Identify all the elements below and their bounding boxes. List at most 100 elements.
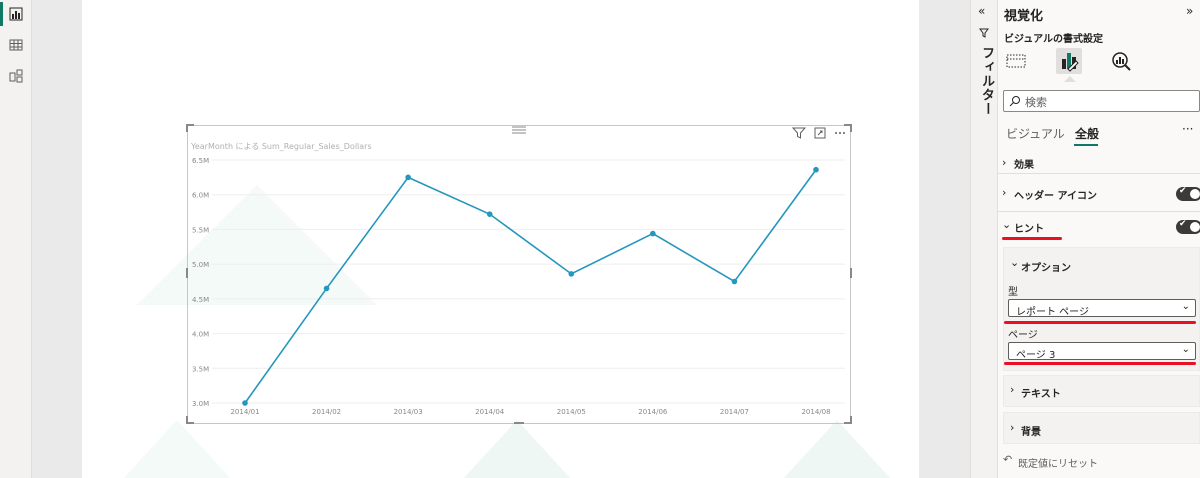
y-tick-label: 5.0M bbox=[192, 261, 209, 269]
x-tick-label: 2014/03 bbox=[394, 408, 423, 416]
x-tick-label: 2014/08 bbox=[801, 408, 830, 416]
y-tick-label: 3.0M bbox=[192, 400, 209, 408]
tooltip-toggle[interactable]: ✔ bbox=[1176, 219, 1200, 234]
chevron-down-icon: ⌄ bbox=[1010, 256, 1020, 269]
chevron-right-icon: › bbox=[1010, 383, 1015, 396]
filters-pane-collapsed[interactable] bbox=[970, 0, 998, 478]
resize-handle[interactable] bbox=[514, 422, 524, 424]
chevron-down-icon: ⌄ bbox=[1181, 301, 1190, 312]
type-dropdown[interactable]: レポート ページ ⌄ bbox=[1008, 299, 1196, 318]
text-section-label: テキスト bbox=[1021, 389, 1061, 400]
page-label: ページ bbox=[1008, 330, 1038, 341]
resize-handle[interactable] bbox=[850, 124, 852, 132]
view-switcher-rail bbox=[0, 0, 32, 478]
options-label[interactable]: オプション bbox=[1021, 263, 1071, 274]
section-header-icons[interactable] bbox=[998, 174, 1200, 212]
y-tick-label: 4.5M bbox=[192, 296, 209, 304]
resize-handle[interactable] bbox=[844, 422, 852, 424]
tab-pointer bbox=[1064, 76, 1076, 82]
focus-mode-icon[interactable] bbox=[814, 127, 826, 139]
data-point bbox=[405, 174, 411, 181]
reset-icon: ↶ bbox=[1003, 453, 1013, 466]
data-point bbox=[486, 211, 493, 217]
background-section-label: 背景 bbox=[1021, 427, 1041, 438]
pane-subtitle: ビジュアルの書式設定 bbox=[1004, 34, 1103, 45]
data-point bbox=[813, 166, 819, 173]
analytics-icon[interactable] bbox=[1110, 50, 1132, 72]
x-tick-label: 2014/05 bbox=[557, 408, 586, 416]
highlight-underline bbox=[1004, 321, 1196, 324]
visual-title: YearMonth による Sum_Regular_Sales_Dollars bbox=[191, 142, 372, 151]
more-options-icon[interactable]: ··· bbox=[1182, 122, 1194, 136]
search-icon bbox=[1009, 96, 1020, 107]
tab-visual[interactable]: ビジュアル bbox=[1006, 127, 1065, 141]
collapse-left-icon[interactable]: « bbox=[978, 4, 986, 18]
resize-handle[interactable] bbox=[186, 124, 194, 126]
highlight-underline bbox=[1002, 237, 1062, 240]
data-point bbox=[731, 278, 738, 285]
page-dropdown-value: ページ 3 bbox=[1016, 350, 1056, 361]
chevron-down-icon: ⌄ bbox=[1181, 344, 1190, 355]
search-placeholder: 検索 bbox=[1025, 96, 1047, 109]
section-header-icons-label: ヘッダー アイコン bbox=[1014, 191, 1097, 202]
report-page bbox=[82, 0, 919, 478]
visual-header bbox=[792, 127, 846, 139]
chevron-down-icon: ⌄ bbox=[1002, 218, 1012, 231]
resize-handle[interactable] bbox=[186, 416, 188, 424]
tab-general[interactable]: 全般 bbox=[1075, 127, 1100, 141]
x-tick-label: 2014/02 bbox=[312, 408, 341, 416]
chevron-right-icon: › bbox=[1002, 156, 1007, 169]
reset-to-default-link[interactable]: 既定値にリセット bbox=[1018, 459, 1098, 470]
y-tick-label: 5.5M bbox=[192, 226, 209, 234]
highlight-underline bbox=[1004, 362, 1196, 365]
data-point bbox=[242, 400, 248, 406]
report-view-icon[interactable] bbox=[8, 6, 24, 22]
data-point bbox=[650, 230, 656, 237]
background-decoration bbox=[122, 420, 232, 478]
section-effects[interactable] bbox=[998, 150, 1200, 174]
filters-label[interactable]: フィルター bbox=[979, 46, 994, 116]
data-view-icon[interactable] bbox=[8, 37, 24, 53]
more-options-icon[interactable] bbox=[834, 127, 846, 139]
filter-icon[interactable] bbox=[792, 127, 806, 139]
y-tick-label: 4.0M bbox=[192, 331, 209, 339]
section-tooltip-label: ヒント bbox=[1014, 224, 1044, 235]
series-line bbox=[244, 169, 817, 404]
resize-handle[interactable] bbox=[186, 124, 188, 132]
background-decoration bbox=[137, 185, 377, 305]
x-tick-label: 2014/07 bbox=[720, 408, 749, 416]
text-card[interactable] bbox=[1003, 375, 1200, 407]
data-point bbox=[323, 285, 330, 292]
resize-handle[interactable] bbox=[850, 268, 852, 278]
y-tick-label: 3.5M bbox=[192, 365, 209, 373]
resize-handle[interactable] bbox=[844, 124, 852, 126]
section-effects-label: 効果 bbox=[1014, 160, 1034, 171]
background-decoration bbox=[462, 420, 572, 478]
data-point bbox=[568, 271, 575, 277]
collapse-right-icon[interactable]: » bbox=[1186, 4, 1194, 18]
x-tick-label: 2014/01 bbox=[230, 408, 259, 416]
drag-grip-icon[interactable] bbox=[512, 126, 526, 134]
background-card[interactable] bbox=[1003, 412, 1200, 444]
active-view-indicator bbox=[0, 2, 3, 26]
resize-handle[interactable] bbox=[186, 422, 194, 424]
header-icons-toggle[interactable]: ✔ bbox=[1176, 186, 1200, 201]
type-label: 型 bbox=[1008, 287, 1018, 298]
resize-handle[interactable] bbox=[186, 268, 188, 278]
format-visual-icon bbox=[1062, 53, 1079, 72]
filter-funnel-icon bbox=[979, 28, 989, 38]
x-tick-label: 2014/06 bbox=[638, 408, 668, 416]
resize-handle[interactable] bbox=[850, 416, 852, 424]
background-decoration bbox=[782, 420, 892, 478]
chevron-right-icon: › bbox=[1010, 421, 1015, 434]
model-view-icon[interactable] bbox=[8, 68, 24, 84]
pane-title: 視覚化 bbox=[1004, 9, 1044, 24]
page-dropdown[interactable]: ページ 3 ⌄ bbox=[1008, 342, 1196, 361]
y-tick-label: 6.5M bbox=[192, 157, 209, 165]
chevron-right-icon: › bbox=[1002, 186, 1007, 199]
y-tick-label: 6.0M bbox=[192, 192, 209, 200]
x-tick-label: 2014/04 bbox=[475, 408, 505, 416]
active-tab-indicator bbox=[1074, 144, 1098, 146]
build-visual-icon[interactable] bbox=[1005, 50, 1027, 72]
